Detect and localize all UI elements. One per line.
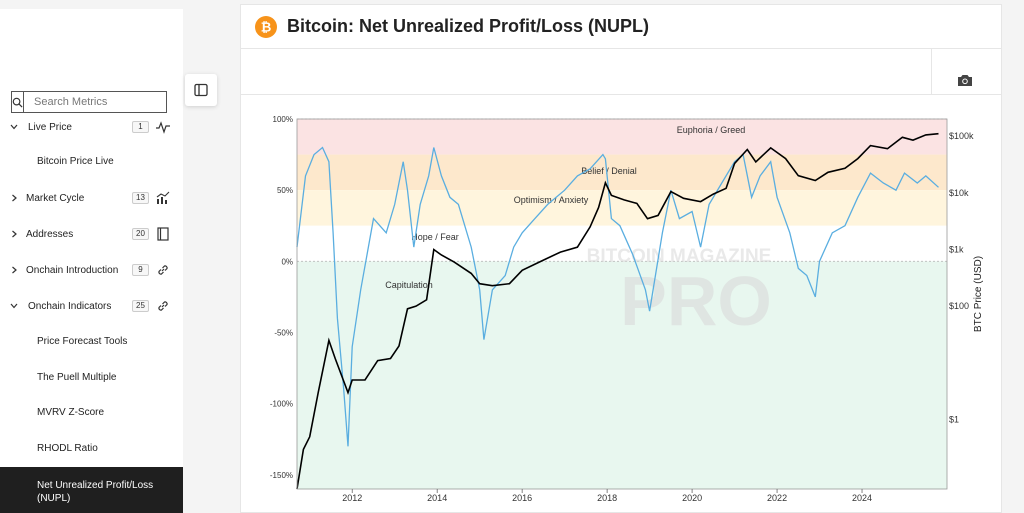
camera-icon[interactable] (957, 73, 973, 87)
y-left-tick-label: -100% (270, 400, 293, 409)
y-left-tick-label: 0% (281, 257, 293, 266)
y-right-tick-label: $1 (949, 415, 959, 425)
sidebar-item-label: Onchain Introduction (26, 264, 119, 276)
watermark-bottom: PRO (620, 262, 772, 340)
sidebar-subitem-label: Bitcoin Price Live (37, 156, 114, 167)
item-count-badge: 13 (132, 192, 149, 204)
sidebar-panel-icon (194, 83, 208, 97)
sidebar-subitem-mvrv-z-score[interactable]: MVRV Z-Score (0, 398, 183, 428)
x-tick-label: 2012 (342, 493, 362, 503)
zone-band-2 (297, 190, 947, 226)
sidebar-subitem-label: RHODL Ratio (37, 443, 98, 454)
y-right-tick-label: $100k (949, 131, 974, 141)
sidebar-item-label: Market Cycle (26, 192, 85, 204)
sidebar-item-label: Onchain Indicators (28, 300, 112, 312)
search-icon (12, 97, 23, 108)
sidebar-subitem-label: The Puell Multiple (37, 372, 117, 383)
search-input[interactable] (24, 92, 176, 112)
watermark: BITCOIN MAGAZINE PRO (587, 246, 772, 340)
svg-text:₿: ₿ (261, 19, 272, 34)
link-icon (158, 301, 168, 311)
sidebar-item-onchain-introduction[interactable]: Onchain Introduction 9 (0, 255, 183, 285)
chevron-right-icon (12, 194, 17, 202)
btc-price-series-line (296, 132, 939, 490)
sidebar-item-label: Addresses (26, 228, 74, 240)
y-left-tick-label: -150% (270, 471, 293, 480)
x-tick-label: 2016 (512, 493, 532, 503)
sidebar-subitem-price-forecast-tools[interactable]: Price Forecast Tools (0, 327, 183, 357)
link-icon (158, 265, 168, 275)
sidebar-subitem-label: Net Unrealized Profit/Loss (NUPL) (37, 480, 154, 504)
chevron-down-icon (10, 124, 18, 130)
sidebar-item-market-cycle[interactable]: Market Cycle 13 (0, 183, 183, 213)
zone-label: Euphoria / Greed (677, 125, 746, 135)
zone-label: Capitulation (385, 280, 433, 290)
zone-label: Optimism / Anxiety (514, 195, 589, 205)
toolbar-divider (931, 49, 932, 95)
sidebar-item-onchain-indicators[interactable]: Onchain Indicators 25 (0, 291, 183, 321)
sidebar-toggle-button[interactable] (185, 74, 217, 106)
sidebar-subitem-label: Price Forecast Tools (37, 336, 128, 347)
chart-header: ₿ Bitcoin: Net Unrealized Profit/Loss (N… (241, 5, 1001, 49)
x-tick-label: 2018 (597, 493, 617, 503)
chart-icon (156, 191, 170, 204)
y-right-tick-label: $1k (949, 245, 964, 255)
watermark-top: BITCOIN MAGAZINE (587, 246, 772, 267)
item-count-badge: 20 (132, 228, 149, 240)
chart-card: ₿ Bitcoin: Net Unrealized Profit/Loss (N… (240, 4, 1002, 513)
y-left-tick-label: -50% (274, 328, 293, 337)
search-box (11, 91, 176, 113)
zone-band-4 (297, 261, 947, 489)
zone-label: Hope / Fear (411, 232, 459, 242)
x-tick-label: 2024 (852, 493, 872, 503)
zone-label: Belief / Denial (581, 166, 637, 176)
sidebar-subitem-bitcoin-price-live[interactable]: Bitcoin Price Live (0, 147, 183, 177)
pulse-icon (156, 121, 170, 134)
nupl-series-line (296, 146, 939, 447)
chevron-down-icon (10, 303, 18, 309)
sidebar-subitem-puell-multiple[interactable]: The Puell Multiple (0, 363, 183, 393)
y-right-tick-label: $10k (949, 188, 969, 198)
y-right-tick-label: $100 (949, 301, 969, 311)
sidebar-subitem-rhodl-ratio[interactable]: RHODL Ratio (0, 434, 183, 464)
chevron-right-icon (12, 266, 17, 274)
item-count-badge: 25 (132, 300, 149, 312)
x-tick-label: 2022 (767, 493, 787, 503)
search-button[interactable] (12, 92, 24, 112)
sidebar-subitem-label: MVRV Z-Score (37, 407, 105, 418)
plot-frame (296, 118, 948, 490)
y-right-axis-label: BTC Price (USD) (973, 256, 984, 332)
chevron-right-icon (12, 230, 17, 238)
nupl-chart[interactable]: Euphoria / Greed Belief / Denial Optimism … (241, 97, 1001, 509)
bitcoin-logo-icon: ₿ (255, 15, 277, 38)
x-tick-label: 2014 (427, 493, 447, 503)
item-count-badge: 1 (132, 121, 149, 133)
item-count-badge: 9 (132, 264, 149, 276)
y-left-tick-label: 50% (277, 186, 293, 195)
sidebar: Live Price 1 Bitcoin Price Live Market C… (0, 9, 183, 513)
sidebar-subitem-nupl[interactable]: Net Unrealized Profit/Loss (NUPL) (0, 467, 183, 513)
y-left-tick-label: 100% (273, 115, 293, 124)
x-tick-label: 2020 (682, 493, 702, 503)
sidebar-item-addresses[interactable]: Addresses 20 (0, 219, 183, 249)
sidebar-item-label: Live Price (28, 121, 72, 133)
zone-band-0 (297, 119, 947, 155)
chart-toolbar (241, 49, 1001, 95)
sidebar-item-live-price[interactable]: Live Price 1 (0, 112, 183, 142)
page-title: Bitcoin: Net Unrealized Profit/Loss (NUP… (287, 16, 650, 36)
book-icon (157, 227, 169, 241)
